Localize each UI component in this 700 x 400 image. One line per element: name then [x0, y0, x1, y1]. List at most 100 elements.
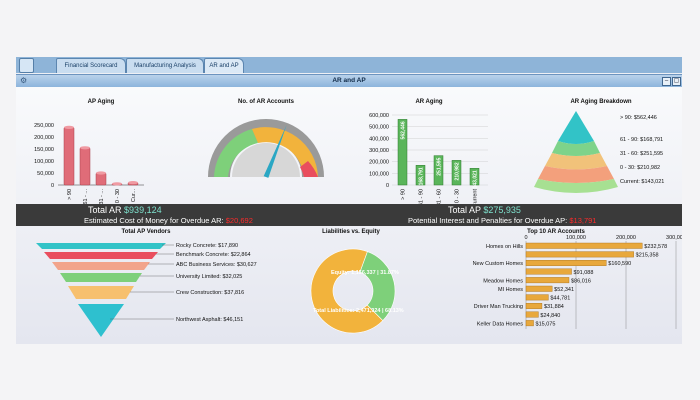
- ar-aging-bar: [433, 155, 444, 186]
- ar-breakdown-cone: > 90: $562,446 61 - 90: $168,791 31 - 60: …: [534, 111, 664, 193]
- panel-header: ⚙ AR and AP – ▢: [16, 74, 682, 88]
- top-ar-data-label: $232,578: [644, 244, 667, 250]
- top-ar-data-label: $31,884: [544, 304, 564, 310]
- ap-vendors-label: ABC Business Services: $30,627: [176, 262, 257, 268]
- ap-aging-ytick: 150,000: [34, 147, 54, 153]
- top-ar-chart: 0 100,000 200,000 300,000 $232,578 $215,358 $…: [473, 235, 682, 329]
- ap-aging-bar: [63, 127, 75, 186]
- cone-section-current: [534, 179, 618, 193]
- dashboard-content: AP Aging No. of AR Accounts AR Aging AR …: [16, 87, 682, 344]
- cone-section-61-90: [552, 141, 600, 156]
- top-ar-data-label: $215,358: [636, 253, 659, 259]
- gauge-hub: [232, 143, 300, 177]
- maximize-icon[interactable]: ▢: [672, 77, 681, 86]
- ap-aging-bar-top: [64, 125, 74, 129]
- ar-aging-title: AR Aging: [415, 99, 443, 105]
- tab-financial-scorecard[interactable]: Financial Scorecard: [56, 58, 126, 73]
- ar-breakdown-label: 0 - 30: $210,982: [620, 165, 660, 171]
- top-ar-bar: [525, 320, 534, 327]
- ar-breakdown-label: 31 - 60: $251,595: [620, 151, 663, 157]
- funnel-abc-business: [52, 262, 150, 270]
- totals-band: Total AR $939,124 Estimated Cost of Mone…: [16, 204, 682, 226]
- ap-aging-xtick: 31 - ...: [99, 189, 105, 205]
- panel-title: AR and AP: [332, 77, 366, 84]
- cone-section-31-60: [545, 153, 607, 170]
- ap-aging-xtick: > 90: [67, 189, 73, 200]
- tab-manufacturing-analysis[interactable]: Manufacturing Analysis: [126, 58, 204, 73]
- total-ar: Total AR $939,124: [88, 205, 162, 215]
- ap-vendors-label: Rocky Concrete: $17,890: [176, 243, 238, 249]
- ar-accounts-gauge: [208, 119, 324, 178]
- ap-vendors-label: Benchmark Concrete: $22,864: [176, 252, 251, 258]
- funnel-crew-construction: [68, 286, 134, 299]
- top-ar-category: New Custom Homes: [473, 261, 524, 267]
- ar-aging-data-label: 210,982: [455, 162, 461, 180]
- total-ap-value: $275,935: [483, 205, 521, 215]
- funnel-benchmark-concrete: [44, 252, 158, 259]
- ap-vendors-title: Total AP Vendors: [121, 229, 171, 235]
- top-ar-category: MI Homes: [498, 287, 523, 293]
- ap-aging-bar-top: [96, 171, 106, 175]
- top-ar-data-label: $86,016: [571, 278, 591, 284]
- ar-aging-xtick: 61 - 90: [419, 189, 425, 206]
- ar-aging-ytick: 100,000: [369, 171, 389, 177]
- ap-aging-bar-top: [128, 181, 138, 185]
- top-ar-bar: [525, 260, 607, 266]
- gauge-red-zone: [300, 161, 318, 177]
- top-ar-data-label: $15,075: [536, 321, 556, 327]
- ap-aging-ytick: 0: [51, 183, 54, 189]
- top-ar-title: Top 10 AR Accounts: [527, 229, 585, 235]
- cone-section-0-30: [538, 166, 614, 183]
- ar-aging-ytick: 600,000: [369, 113, 389, 119]
- top-ar-xtick: 100,000: [566, 235, 586, 241]
- dashboard-window: Financial Scorecard Manufacturing Analys…: [16, 57, 682, 344]
- ap-vendors-funnel: Rocky Concrete: $17,890 Benchmark Concret…: [36, 243, 257, 337]
- tab-bar: Financial Scorecard Manufacturing Analys…: [16, 57, 682, 73]
- ar-aging-data-label: 562,446: [401, 121, 407, 139]
- funnel-university-limited: [60, 273, 142, 282]
- ar-aging-chart: 600,000 500,000 400,000 300,000 200,000 100,0…: [369, 113, 488, 207]
- top-ar-data-label: $44,781: [550, 296, 570, 302]
- gauge-needle: [263, 124, 287, 178]
- minimize-icon[interactable]: –: [662, 77, 671, 86]
- top-ar-bar: [525, 294, 549, 301]
- ar-aging-xtick: 0 - 30: [455, 189, 461, 203]
- ar-aging-data-label: 143,021: [473, 170, 479, 188]
- ap-aging-title: AP Aging: [87, 99, 115, 105]
- top-ar-bar: [525, 285, 553, 292]
- top-ar-data-label: $91,088: [574, 270, 594, 276]
- cost-value: $20,692: [225, 216, 253, 225]
- funnel-rocky-concrete: [36, 243, 166, 249]
- ar-aging-ytick: 400,000: [369, 136, 389, 142]
- gear-icon[interactable]: ⚙: [20, 76, 28, 85]
- cone-section-over-90: [558, 111, 594, 144]
- ar-breakdown-label: > 90: $562,446: [620, 115, 657, 121]
- donut-label-liabilities: Total Liabilities: 2,471,924 | 68.13%: [313, 308, 404, 314]
- ap-vendors-label: University Limited: $32,025: [176, 274, 242, 280]
- ap-aging-bar: [79, 147, 91, 186]
- top-ar-bar: [525, 242, 643, 249]
- ar-breakdown-label: Current: $143,021: [620, 179, 664, 185]
- top-ar-bar: [525, 311, 539, 318]
- ar-breakdown-title: AR Aging Breakdown: [570, 99, 632, 105]
- tab-ar-and-ap[interactable]: AR and AP: [204, 58, 244, 73]
- cost-label: Estimated Cost of Money for Overdue AR:: [84, 216, 224, 225]
- ap-aging-ytick: 250,000: [34, 123, 54, 129]
- ar-aging-data-label: 168,791: [419, 167, 425, 185]
- ar-aging-xtick: > 90: [401, 189, 407, 200]
- ap-aging-chart: 250,000 200,000 150,000 100,000 50,000 0 > 90…: [34, 123, 144, 205]
- top-ar-xtick: 300,000: [666, 235, 682, 241]
- top-ar-data-label: $52,341: [554, 287, 574, 293]
- liab-equity-title: Liabilities vs. Equity: [322, 229, 380, 235]
- ap-aging-bar-top: [112, 182, 122, 186]
- top-ar-bar: [525, 277, 570, 284]
- ap-aging-bar-top: [80, 146, 90, 150]
- ar-aging-bar: [397, 119, 408, 186]
- ap-aging-xtick: Cur...: [131, 189, 137, 203]
- gauge-rim: [208, 119, 324, 177]
- total-ar-label: Total AR: [88, 205, 122, 215]
- ap-aging-xtick: 61 - ...: [83, 189, 89, 205]
- ap-aging-ytick: 100,000: [34, 159, 54, 165]
- ap-aging-ytick: 200,000: [34, 135, 54, 141]
- app-icon[interactable]: [19, 58, 34, 73]
